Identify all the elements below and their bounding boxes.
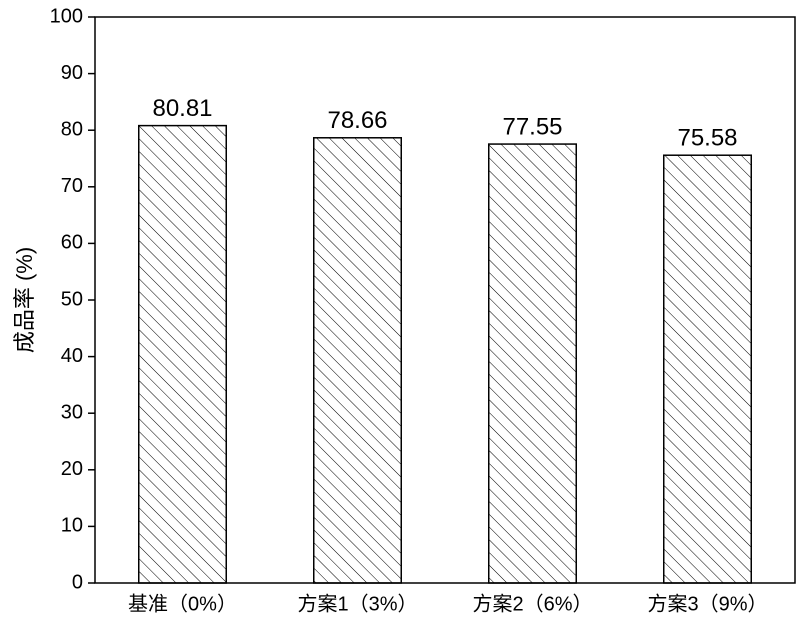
y-tick-label: 30 [61,401,83,423]
value-label: 77.55 [502,113,562,140]
y-tick-label: 80 [61,118,83,140]
y-tick-label: 60 [61,232,83,254]
x-tick-label: 基准（0%） [128,592,237,615]
x-tick-label: 方案1（3%） [297,592,417,615]
y-tick-label: 50 [61,288,83,310]
y-axis-label: 成品率 (%) [12,247,37,353]
y-tick-label: 10 [61,515,83,537]
bar [488,143,577,584]
y-tick-label: 90 [61,62,83,84]
y-tick-label: 0 [72,571,83,593]
y-tick-label: 100 [50,5,83,27]
value-label: 78.66 [327,107,387,134]
bar [663,154,752,584]
y-tick-label: 20 [61,458,83,480]
value-label: 75.58 [677,125,737,152]
value-label: 80.81 [152,95,212,122]
y-tick-label: 70 [61,175,83,197]
bar [138,124,227,584]
x-tick-label: 方案2（6%） [472,592,592,615]
bar [313,137,402,584]
y-tick-label: 40 [61,345,83,367]
x-tick-label: 方案3（9%） [647,592,767,615]
